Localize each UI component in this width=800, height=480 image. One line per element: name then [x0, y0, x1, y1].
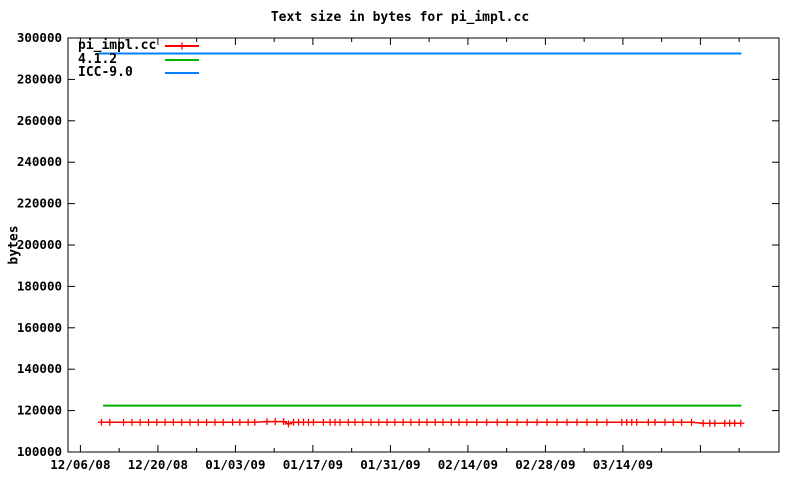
legend-label-icc-9-0: ICC-9.0: [78, 65, 133, 80]
svg-text:01/31/09: 01/31/09: [360, 457, 420, 472]
svg-text:220000: 220000: [17, 196, 62, 211]
x-axis-ticks: 12/06/08 12/20/08 01/03/09 01/17/09 01/31/09…: [50, 38, 740, 472]
legend-label-pi-impl-cc: pi_impl.cc: [78, 38, 157, 53]
svg-text:240000: 240000: [17, 154, 62, 169]
svg-text:12/20/08: 12/20/08: [128, 457, 188, 472]
svg-text:01/03/09: 01/03/09: [205, 457, 265, 472]
svg-text:260000: 260000: [17, 113, 62, 128]
svg-text:12/06/08: 12/06/08: [50, 457, 110, 472]
svg-text:180000: 180000: [17, 278, 62, 293]
svg-text:02/14/09: 02/14/09: [438, 457, 498, 472]
svg-text:200000: 200000: [17, 237, 62, 252]
svg-text:03/14/09: 03/14/09: [593, 457, 653, 472]
series-pi-impl-cc: [97, 418, 745, 428]
svg-text:120000: 120000: [17, 403, 62, 418]
svg-text:100000: 100000: [17, 444, 62, 459]
svg-text:01/17/09: 01/17/09: [283, 457, 343, 472]
chart-title: Text size in bytes for pi_impl.cc: [270, 10, 530, 25]
svg-text:140000: 140000: [17, 361, 62, 376]
y-axis-ticks: 100000 120000 140000 160000 180000 200000 2200…: [17, 30, 779, 459]
legend-label-4-1-2: 4.1.2: [78, 52, 118, 67]
y-axis-title: bytes: [6, 225, 22, 265]
svg-text:280000: 280000: [17, 71, 62, 86]
svg-text:160000: 160000: [17, 320, 62, 335]
svg-text:02/28/09: 02/28/09: [515, 457, 575, 472]
plot-border: [67, 37, 780, 453]
svg-text:300000: 300000: [17, 30, 62, 45]
legend-samples: [165, 42, 199, 74]
